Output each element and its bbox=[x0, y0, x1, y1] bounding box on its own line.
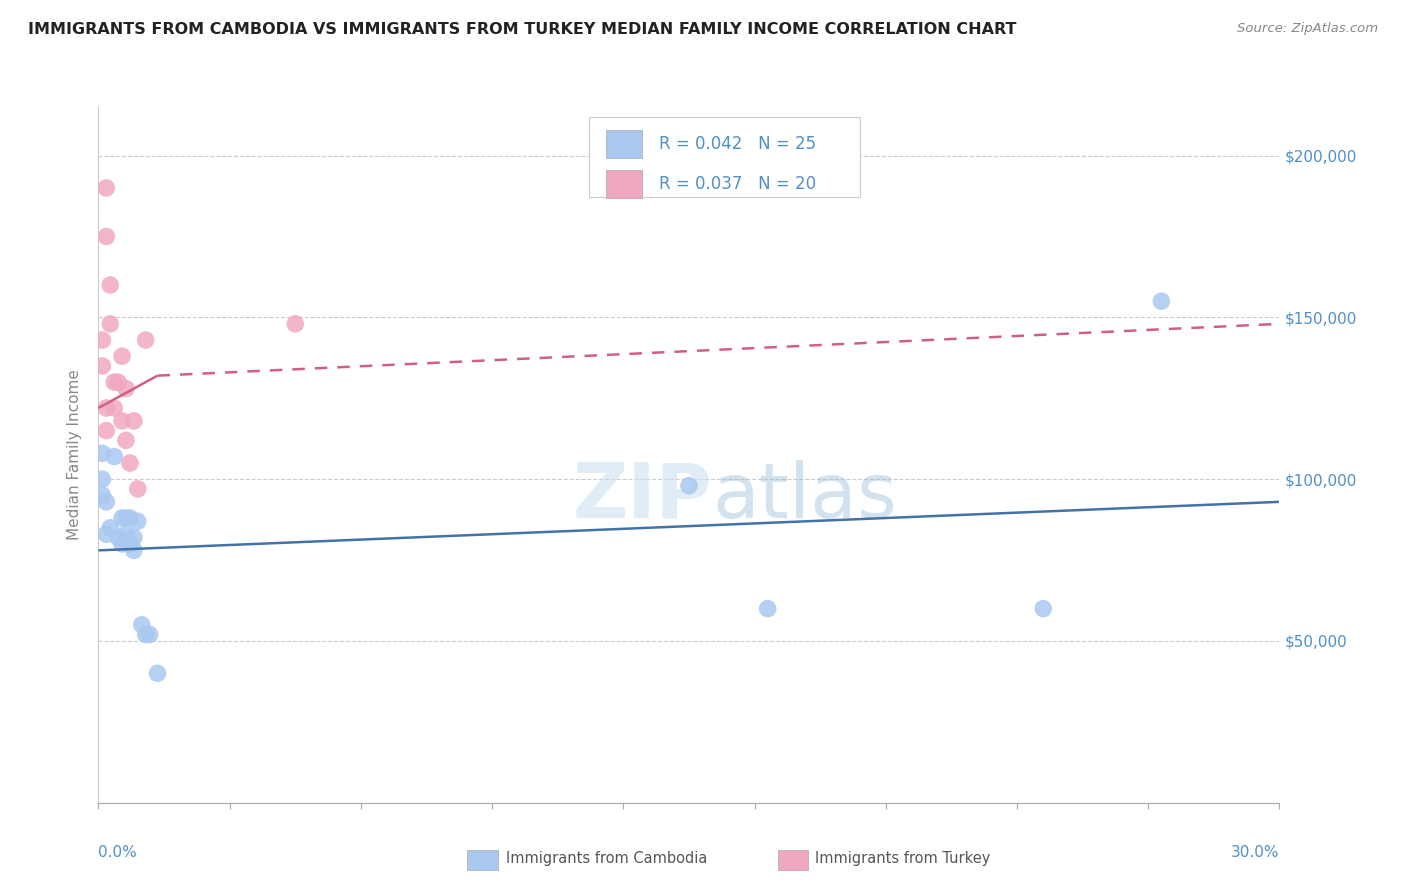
Y-axis label: Median Family Income: Median Family Income bbox=[67, 369, 83, 541]
Text: 30.0%: 30.0% bbox=[1232, 845, 1279, 860]
Point bbox=[138, 627, 160, 641]
Point bbox=[122, 414, 145, 428]
Point bbox=[115, 434, 138, 448]
Text: ZIP: ZIP bbox=[574, 459, 713, 533]
Point bbox=[91, 472, 114, 486]
Point bbox=[146, 666, 169, 681]
Point bbox=[118, 456, 141, 470]
Point bbox=[115, 511, 138, 525]
Text: Source: ZipAtlas.com: Source: ZipAtlas.com bbox=[1237, 22, 1378, 36]
Point bbox=[115, 527, 138, 541]
Text: R = 0.037   N = 20: R = 0.037 N = 20 bbox=[659, 175, 817, 194]
Point bbox=[91, 446, 114, 460]
Point bbox=[96, 495, 118, 509]
Point bbox=[98, 521, 121, 535]
Point bbox=[118, 511, 141, 525]
Point bbox=[111, 511, 134, 525]
Point bbox=[756, 601, 779, 615]
FancyBboxPatch shape bbox=[606, 130, 641, 158]
Point bbox=[131, 617, 153, 632]
Point bbox=[98, 278, 121, 293]
Point bbox=[103, 375, 125, 389]
Point bbox=[98, 317, 121, 331]
Point bbox=[103, 401, 125, 415]
Point bbox=[103, 450, 125, 464]
Point bbox=[111, 537, 134, 551]
Point bbox=[96, 229, 118, 244]
Point bbox=[135, 627, 157, 641]
Text: 0.0%: 0.0% bbox=[98, 845, 138, 860]
Point bbox=[678, 478, 700, 492]
Point bbox=[96, 424, 118, 438]
Point bbox=[107, 531, 129, 545]
Point bbox=[96, 181, 118, 195]
Point bbox=[96, 401, 118, 415]
Point bbox=[122, 531, 145, 545]
Point bbox=[115, 382, 138, 396]
Text: atlas: atlas bbox=[713, 459, 897, 533]
Text: Immigrants from Cambodia: Immigrants from Cambodia bbox=[506, 851, 707, 865]
Text: IMMIGRANTS FROM CAMBODIA VS IMMIGRANTS FROM TURKEY MEDIAN FAMILY INCOME CORRELAT: IMMIGRANTS FROM CAMBODIA VS IMMIGRANTS F… bbox=[28, 22, 1017, 37]
Point bbox=[91, 359, 114, 373]
Point bbox=[96, 527, 118, 541]
Point bbox=[135, 333, 157, 347]
Point bbox=[1032, 601, 1054, 615]
Point bbox=[111, 349, 134, 363]
Point bbox=[107, 375, 129, 389]
Point bbox=[284, 317, 307, 331]
Point bbox=[91, 488, 114, 502]
Point bbox=[127, 514, 149, 528]
Text: Immigrants from Turkey: Immigrants from Turkey bbox=[815, 851, 991, 865]
Point bbox=[127, 482, 149, 496]
Point bbox=[1150, 294, 1173, 309]
Text: R = 0.042   N = 25: R = 0.042 N = 25 bbox=[659, 135, 817, 153]
Point bbox=[118, 537, 141, 551]
FancyBboxPatch shape bbox=[606, 170, 641, 198]
Point bbox=[91, 333, 114, 347]
Point bbox=[122, 543, 145, 558]
FancyBboxPatch shape bbox=[589, 118, 860, 197]
Point bbox=[111, 414, 134, 428]
